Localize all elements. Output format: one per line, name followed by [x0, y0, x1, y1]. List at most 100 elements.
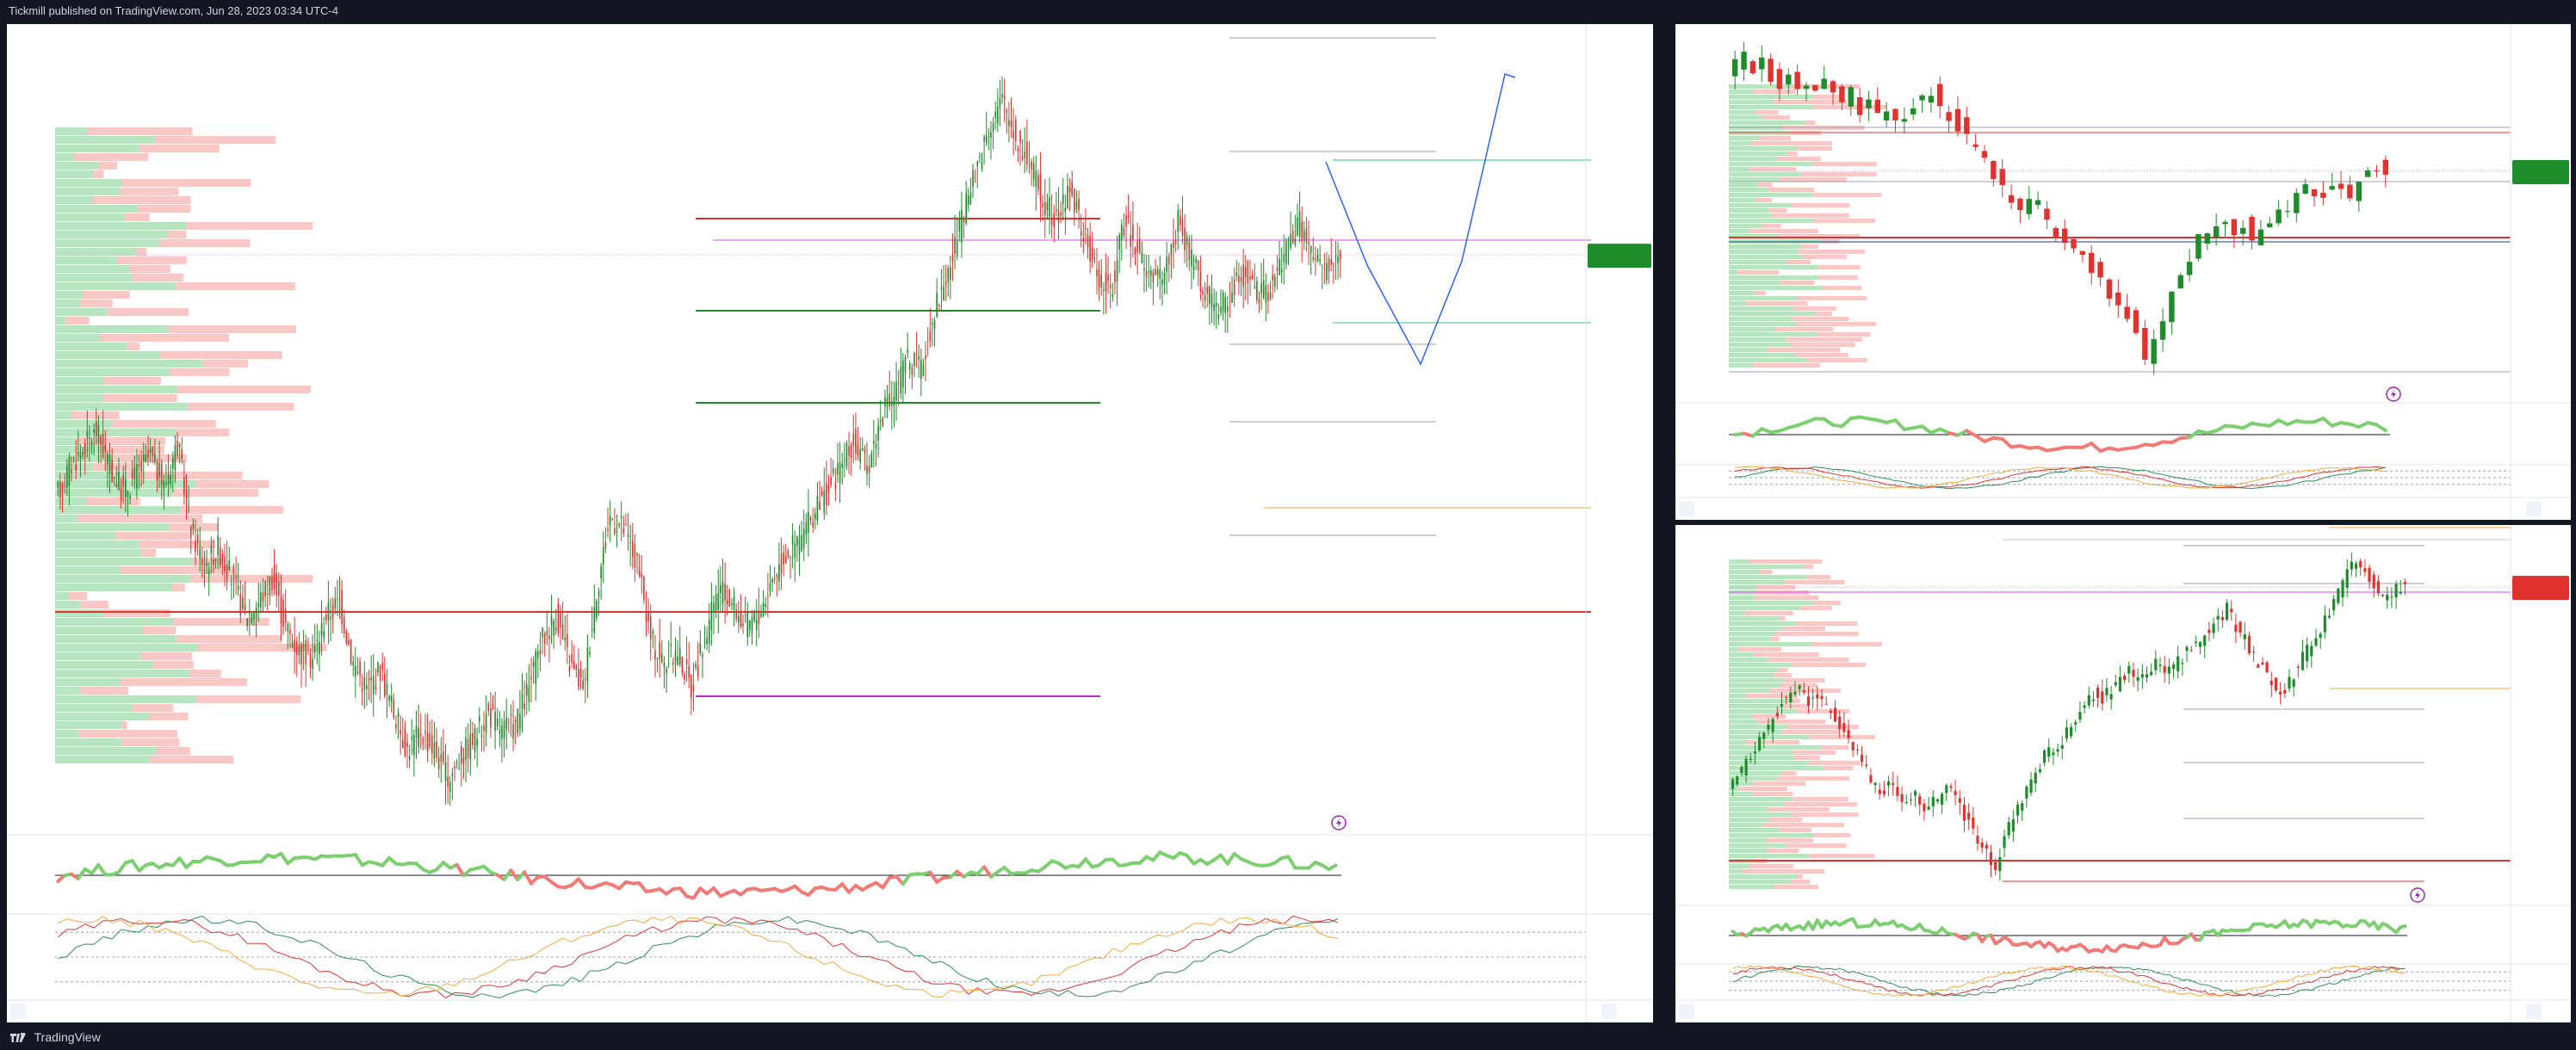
chart-panel-1w[interactable] [1675, 24, 2571, 520]
main-stoch-line-segment [228, 950, 239, 960]
main-stoch-line-segment [1058, 988, 1068, 992]
weekly-volume-profile-bar-down [1815, 312, 1832, 316]
chart-1w-svg[interactable] [1675, 24, 2571, 520]
daily-stoch-line-segment [2062, 971, 2067, 974]
daily-candle-body [1918, 796, 1922, 805]
main-candle-body [1209, 287, 1211, 304]
daily-stoch-line-segment [2003, 987, 2009, 990]
daily-stoch-line-segment [1786, 970, 1792, 973]
chart-panel-1d[interactable] [1675, 525, 2571, 1022]
weekly-osc-line-segment [1840, 417, 1853, 429]
chart-1h-svg[interactable] [7, 24, 1653, 1022]
daily-stoch-line-segment [2369, 966, 2375, 970]
main-volume-profile-bar-up [55, 446, 105, 454]
main-candle-body [1096, 269, 1098, 277]
main-stoch-line-segment [814, 922, 825, 927]
daily-stoch-line-segment [1741, 970, 1747, 973]
main-candle-body [554, 627, 557, 631]
daily-volume-profile-bar-up [1729, 678, 1785, 682]
weekly-volume-profile-bar-down [1791, 343, 1855, 347]
main-volume-profile-bar-down [121, 678, 247, 686]
main-volume-profile-bar-up [55, 368, 171, 376]
daily-stoch-line-segment [2378, 968, 2383, 972]
main-stoch-line-segment [851, 973, 861, 977]
main-candle-body [1294, 238, 1297, 245]
weekly-candle-body [1803, 85, 1810, 90]
main-candle-body [740, 612, 742, 627]
main-stoch-line-segment [1022, 981, 1032, 986]
main-stoch-line-segment [670, 916, 681, 925]
daily-candle-body [2069, 726, 2073, 737]
main-candle-body [967, 195, 969, 205]
daily-volume-profile-bar-down [1793, 756, 1820, 760]
main-candle-body [59, 482, 61, 498]
main-stoch-line-segment [454, 994, 464, 997]
weekly-candle-body [1964, 117, 1970, 134]
main-candle-body [262, 591, 264, 602]
main-stoch-line-segment [472, 993, 482, 998]
main-volume-profile-bar-down [169, 523, 220, 531]
main-candle-body [125, 479, 127, 498]
main-stoch-line-segment [129, 920, 139, 928]
main-osc-line-segment [637, 881, 648, 893]
main-candle-body [465, 737, 467, 760]
main-volume-profile-bar-up [55, 213, 125, 221]
weekly-volume-profile-bar-up [1729, 363, 1753, 368]
main-candle-body [1315, 257, 1316, 260]
weekly-stoch-line-segment [1913, 484, 1923, 487]
main-volume-profile-bar-up [55, 386, 177, 393]
weekly-volume-profile-bar-down [1812, 219, 1876, 223]
main-stoch-line-segment [75, 923, 85, 930]
main-stoch-line-segment [887, 960, 897, 968]
weekly-auto-button[interactable] [2526, 501, 2542, 516]
weekly-log-button[interactable] [1679, 501, 1694, 516]
main-stoch-line-segment [102, 936, 113, 940]
main-stoch-line-segment [201, 915, 212, 923]
daily-stoch-line-segment [1825, 973, 1831, 976]
main-candle-body [320, 622, 323, 635]
main-candle-body [1337, 256, 1339, 264]
daily-stoch-line-segment [2338, 973, 2344, 975]
daily-stoch-line-segment [2182, 987, 2188, 990]
main-candle-body [976, 161, 979, 166]
main-stoch-line-segment [1012, 981, 1023, 985]
chart-1d-svg[interactable] [1675, 525, 2571, 1022]
daily-auto-button[interactable] [2526, 1004, 2542, 1019]
main-stoch-line-segment [246, 963, 257, 970]
main-log-button[interactable] [10, 1004, 26, 1019]
main-stoch-line-segment [220, 919, 230, 923]
main-candle-body [433, 743, 436, 758]
weekly-volume-profile-bar-up [1729, 115, 1763, 120]
weekly-stoch-line-segment [1948, 485, 1959, 488]
main-stoch-line-segment [760, 936, 771, 942]
daily-stoch-line-segment [2245, 988, 2250, 991]
daily-stoch-line-segment [2084, 968, 2090, 972]
weekly-stoch-line-segment [2118, 475, 2127, 480]
daily-candle-body [1749, 758, 1752, 761]
main-candle-body [1180, 215, 1181, 225]
daily-stoch-line-segment [1901, 993, 1907, 997]
main-auto-button[interactable] [1601, 1004, 1617, 1019]
main-candle-body [1204, 295, 1206, 301]
daily-candle-body [1958, 798, 1961, 803]
weekly-candle-body [2374, 170, 2380, 171]
chart-panel-1h[interactable] [7, 24, 1653, 1022]
daily-candle-body [2239, 621, 2242, 633]
weekly-stoch-line-segment [2127, 472, 2137, 476]
main-stoch-line-segment [580, 935, 591, 937]
daily-candle-body [2372, 574, 2375, 589]
daily-candle-body [2314, 638, 2318, 646]
main-candle-body [695, 664, 697, 668]
weekly-candle-body [2053, 228, 2059, 237]
daily-log-button[interactable] [1679, 1004, 1694, 1019]
main-candle-body [1184, 227, 1186, 250]
main-volume-profile-bar-up [55, 704, 133, 712]
main-stoch-line-segment [409, 991, 419, 998]
daily-stoch-line-segment [1884, 993, 1889, 996]
main-candle-body [1017, 149, 1019, 151]
main-candle-body [1238, 275, 1240, 283]
daily-stoch-line-segment [2071, 969, 2076, 973]
daily-stoch-line-segment [2022, 969, 2027, 972]
main-candle-body [276, 572, 278, 596]
main-candle-body [437, 757, 440, 770]
